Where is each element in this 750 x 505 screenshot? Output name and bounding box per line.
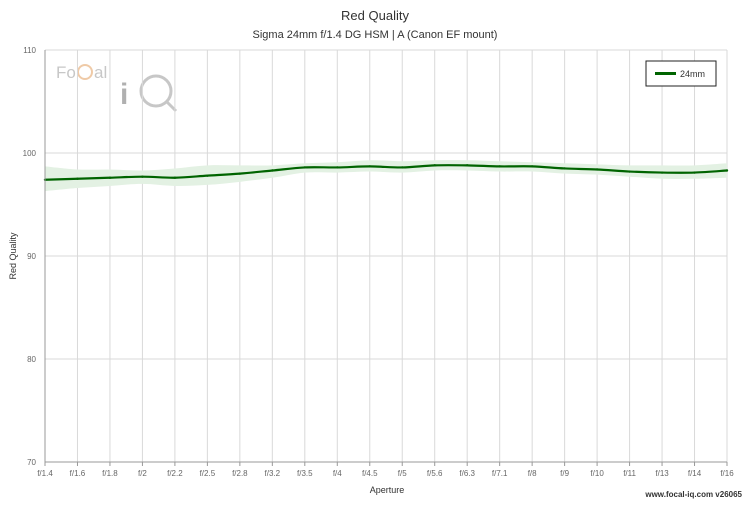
data-point (141, 175, 144, 178)
svg-text:al: al (94, 63, 107, 82)
svg-text:Fo: Fo (56, 63, 76, 82)
data-point (401, 166, 404, 169)
x-tick-label: f/1.4 (37, 469, 53, 478)
data-point (336, 166, 339, 169)
x-tick-label: f/1.8 (102, 469, 118, 478)
y-axis-label: Red Quality (8, 232, 18, 280)
data-point (303, 166, 307, 169)
x-tick-label: f/10 (590, 469, 604, 478)
data-point (206, 174, 209, 177)
chart-subtitle: Sigma 24mm f/1.4 DG HSM | A (Canon EF mo… (253, 29, 498, 41)
x-tick-label: f/2.2 (167, 469, 183, 478)
x-tick-label: f/8 (528, 469, 537, 478)
x-axis-label: Aperture (370, 485, 405, 495)
x-tick-label: f/3.5 (297, 469, 313, 478)
x-tick-label: f/13 (655, 469, 669, 478)
x-tick-label: f/4 (333, 469, 342, 478)
x-tick-label: f/5.6 (427, 469, 443, 478)
data-point (530, 165, 534, 168)
data-point (108, 176, 112, 179)
x-tick-label: f/2.5 (200, 469, 216, 478)
x-tick-label: f/14 (688, 469, 702, 478)
legend: 24mm (645, 60, 717, 87)
x-tick-label: f/3.2 (265, 469, 281, 478)
data-point (693, 171, 696, 174)
y-tick-label: 100 (23, 149, 37, 158)
svg-text:i: i (120, 78, 128, 111)
chart-title: Red Quality (341, 8, 409, 23)
data-point (628, 170, 631, 173)
data-point (465, 164, 469, 167)
series-line (44, 164, 728, 181)
series-confidence-band (45, 160, 727, 192)
footer-credit: www.focal-iq.com v26065 (644, 490, 742, 499)
y-tick-label: 90 (27, 252, 36, 261)
y-tick-label: 80 (27, 355, 36, 364)
x-tick-label: f/1.6 (70, 469, 86, 478)
data-point (271, 169, 274, 172)
x-tick-label: f/16 (720, 469, 734, 478)
data-point (725, 169, 729, 172)
focal-iq-logo: Fo al i (56, 63, 178, 113)
legend-label: 24mm (680, 69, 705, 79)
data-point (595, 168, 599, 171)
x-tick-label: f/11 (623, 469, 636, 478)
data-point (563, 167, 566, 170)
x-tick-label: f/2 (138, 469, 147, 478)
data-point (173, 176, 177, 179)
x-tick-label: f/9 (560, 469, 569, 478)
data-point (368, 165, 371, 168)
data-point (498, 165, 501, 168)
x-tick-label: f/7.1 (492, 469, 508, 478)
x-tick-label: f/6.3 (459, 469, 475, 478)
data-point (433, 164, 436, 167)
x-tick-label: f/2.8 (232, 469, 248, 478)
x-tick-label: f/4.5 (362, 469, 378, 478)
x-tick-label: f/5 (398, 469, 407, 478)
y-tick-label: 70 (27, 458, 36, 467)
data-point (238, 172, 242, 175)
y-tick-label: 110 (23, 46, 36, 55)
data-point (76, 177, 79, 180)
data-point (660, 171, 664, 174)
